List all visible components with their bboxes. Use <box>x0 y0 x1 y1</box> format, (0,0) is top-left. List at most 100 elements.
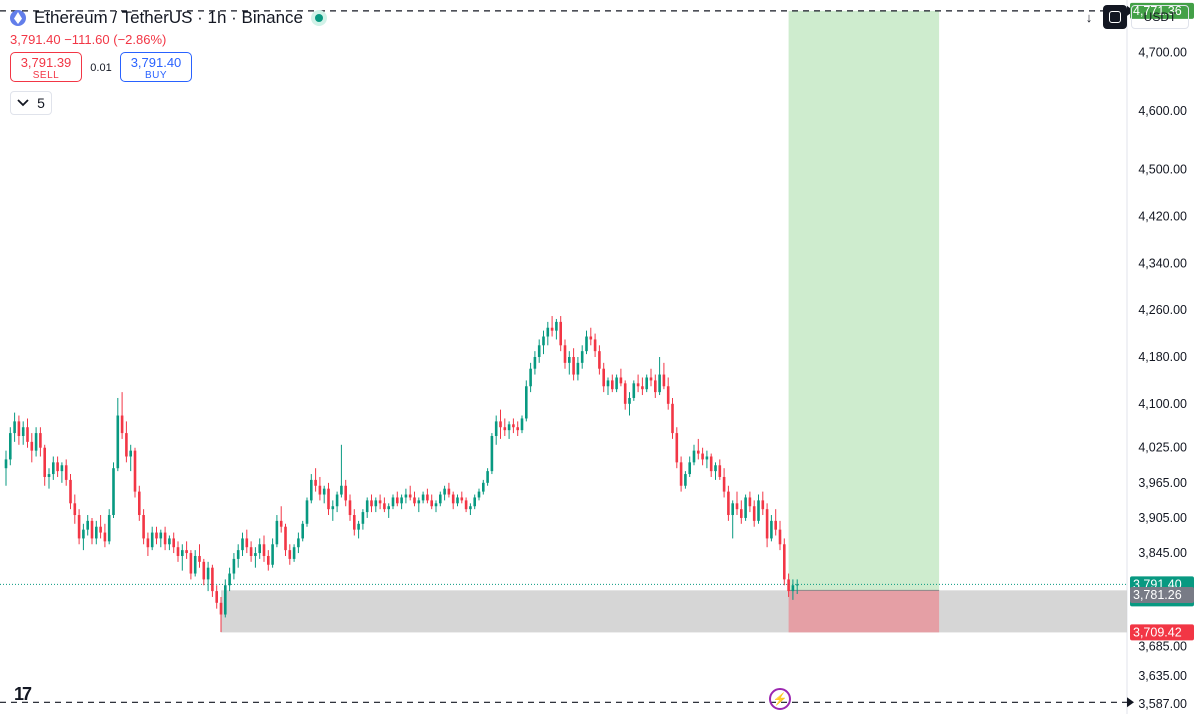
candle[interactable] <box>370 500 373 507</box>
candle[interactable] <box>692 450 696 463</box>
candle[interactable] <box>765 509 769 539</box>
candle[interactable] <box>163 532 167 545</box>
candle[interactable] <box>331 506 335 510</box>
candle[interactable] <box>705 456 709 460</box>
candle[interactable] <box>731 503 734 516</box>
candle[interactable] <box>628 397 631 404</box>
candle[interactable] <box>236 550 240 559</box>
candle[interactable] <box>348 500 352 516</box>
candle[interactable] <box>39 433 42 448</box>
candle[interactable] <box>718 465 722 477</box>
candle[interactable] <box>262 544 266 556</box>
candle[interactable] <box>666 386 670 404</box>
candle[interactable] <box>757 500 760 521</box>
candle[interactable] <box>563 345 567 363</box>
candle[interactable] <box>275 520 279 545</box>
candle[interactable] <box>13 421 16 434</box>
candle[interactable] <box>503 427 507 431</box>
candle[interactable] <box>107 515 111 542</box>
fullscreen-button[interactable] <box>1103 5 1127 29</box>
candle[interactable] <box>546 327 550 337</box>
candle[interactable] <box>224 585 227 615</box>
candle[interactable] <box>391 497 395 507</box>
candle[interactable] <box>632 383 636 398</box>
candle[interactable] <box>249 547 253 556</box>
candle[interactable] <box>52 462 55 475</box>
candle[interactable] <box>206 567 210 580</box>
candle[interactable] <box>138 491 141 516</box>
candle[interactable] <box>125 433 128 457</box>
candle[interactable] <box>559 321 562 346</box>
candle[interactable] <box>129 450 132 457</box>
candle[interactable] <box>426 494 429 501</box>
candle[interactable] <box>322 488 326 495</box>
candle[interactable] <box>112 468 115 516</box>
candle[interactable] <box>219 602 223 615</box>
candle[interactable] <box>353 515 356 530</box>
candle[interactable] <box>473 497 476 507</box>
candle[interactable] <box>142 515 145 539</box>
candle[interactable] <box>568 357 571 363</box>
candle[interactable] <box>421 494 425 501</box>
candle[interactable] <box>43 447 46 477</box>
candle[interactable] <box>9 433 12 460</box>
candle[interactable] <box>86 520 89 530</box>
candle[interactable] <box>228 573 231 586</box>
candle[interactable] <box>232 558 236 574</box>
candle[interactable] <box>168 538 171 545</box>
candle[interactable] <box>761 500 765 510</box>
candle[interactable] <box>120 415 124 434</box>
candle[interactable] <box>245 538 249 548</box>
candle[interactable] <box>335 494 339 507</box>
candle[interactable] <box>365 500 369 513</box>
candle[interactable] <box>47 474 51 477</box>
candle[interactable] <box>396 497 399 504</box>
candle[interactable] <box>494 421 498 437</box>
candle[interactable] <box>447 488 451 495</box>
candle[interactable] <box>443 488 446 495</box>
candle[interactable] <box>64 465 68 480</box>
stop-loss-zone[interactable] <box>788 590 940 633</box>
candle[interactable] <box>279 520 283 527</box>
candle[interactable] <box>572 357 575 375</box>
candle[interactable] <box>464 500 468 510</box>
candle[interactable] <box>516 427 519 431</box>
candle[interactable] <box>714 465 717 472</box>
candle[interactable] <box>490 436 494 472</box>
candle[interactable] <box>507 424 511 431</box>
buy-button[interactable]: 3,791.40 BUY <box>120 52 192 82</box>
candle[interactable] <box>73 503 77 516</box>
candle[interactable] <box>512 424 515 428</box>
candle[interactable] <box>21 427 25 437</box>
demand-zone[interactable] <box>221 590 1127 633</box>
candle[interactable] <box>598 351 601 369</box>
candle[interactable] <box>636 383 640 387</box>
candle[interactable] <box>593 339 597 352</box>
candle[interactable] <box>202 561 206 580</box>
candle[interactable] <box>82 529 85 539</box>
candle[interactable] <box>697 450 700 454</box>
candle[interactable] <box>361 512 365 524</box>
candle[interactable] <box>4 459 8 469</box>
candle[interactable] <box>95 526 98 539</box>
candle[interactable] <box>662 374 666 387</box>
candle[interactable] <box>297 538 300 548</box>
candle[interactable] <box>434 503 438 507</box>
candle[interactable] <box>284 526 287 551</box>
candle[interactable] <box>469 506 472 510</box>
candle[interactable] <box>589 336 593 340</box>
candle[interactable] <box>585 336 588 352</box>
candle[interactable] <box>649 377 653 381</box>
candle[interactable] <box>327 488 330 510</box>
candle[interactable] <box>241 538 244 551</box>
currency-selector[interactable]: USDT <box>1131 5 1189 29</box>
candle[interactable] <box>542 336 545 346</box>
candle[interactable] <box>292 547 296 559</box>
candle[interactable] <box>795 584 799 586</box>
sell-button[interactable]: 3,791.39 SELL <box>10 52 82 82</box>
candle[interactable] <box>770 520 773 539</box>
candle[interactable] <box>525 386 528 419</box>
candle[interactable] <box>77 515 81 539</box>
candle[interactable] <box>271 544 274 565</box>
candle[interactable] <box>133 450 137 492</box>
